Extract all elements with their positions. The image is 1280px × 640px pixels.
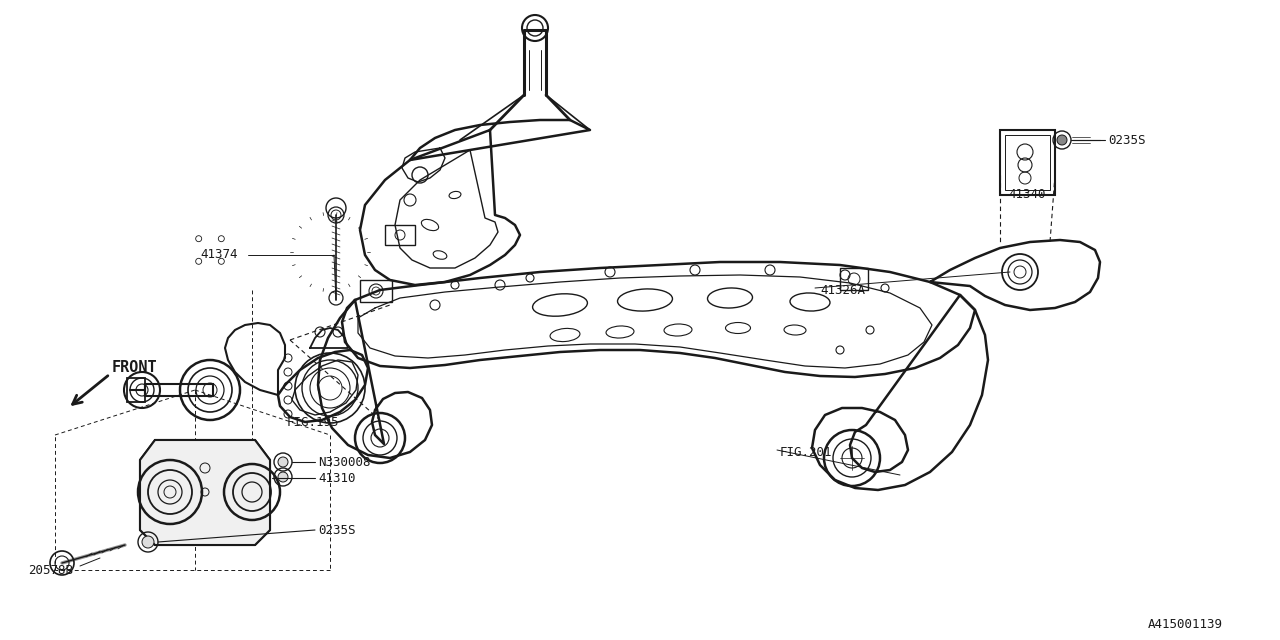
Bar bbox=[360, 280, 392, 302]
Text: FRONT: FRONT bbox=[113, 360, 157, 376]
Bar bbox=[1005, 135, 1050, 190]
Text: 41310: 41310 bbox=[317, 472, 356, 484]
Bar bbox=[1000, 130, 1055, 195]
Text: 0235S: 0235S bbox=[317, 524, 356, 536]
Text: 41326A: 41326A bbox=[820, 284, 865, 296]
Circle shape bbox=[278, 472, 288, 482]
Polygon shape bbox=[140, 440, 270, 545]
Circle shape bbox=[142, 536, 154, 548]
Text: 0235S: 0235S bbox=[1108, 134, 1146, 147]
Circle shape bbox=[278, 457, 288, 467]
Text: FIG.201: FIG.201 bbox=[780, 445, 832, 458]
Text: N330008: N330008 bbox=[317, 456, 370, 468]
Text: 20578B: 20578B bbox=[28, 563, 73, 577]
Circle shape bbox=[1057, 135, 1068, 145]
Bar bbox=[127, 378, 145, 402]
Bar bbox=[385, 225, 415, 245]
Text: FIG.195: FIG.195 bbox=[287, 415, 339, 429]
Bar bbox=[145, 384, 212, 396]
Text: A415001139: A415001139 bbox=[1148, 618, 1222, 632]
Bar bbox=[840, 268, 868, 290]
Text: 41340: 41340 bbox=[1009, 189, 1046, 202]
Text: 41374: 41374 bbox=[200, 248, 238, 262]
